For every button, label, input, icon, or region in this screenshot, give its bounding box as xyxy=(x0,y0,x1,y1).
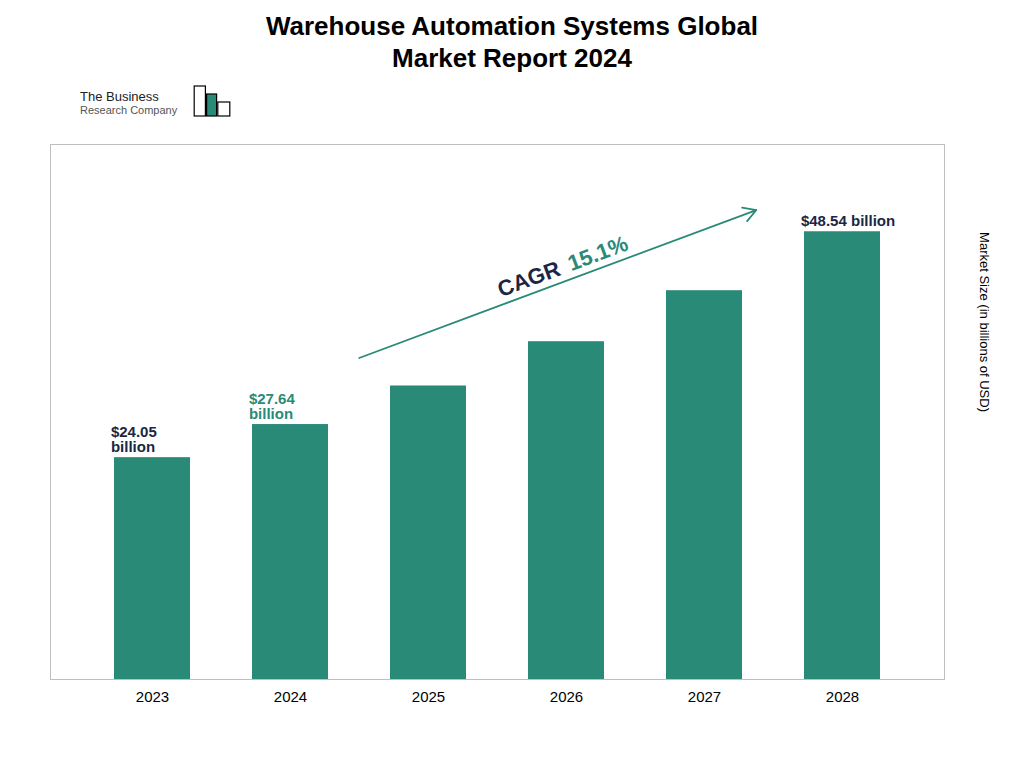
svg-text:2026: 2026 xyxy=(550,688,583,705)
html-text:Warehouse Automation Systems G: Warehouse Automation Systems Global Mark… xyxy=(265,11,759,73)
svg-text:15.1%: 15.1% xyxy=(564,231,631,276)
svg-text:2024: 2024 xyxy=(274,688,307,705)
svg-text:$48.54 billion: $48.54 billion xyxy=(801,212,895,229)
svg-text:CAGR: CAGR xyxy=(494,256,564,302)
svg-text:2027: 2027 xyxy=(688,688,721,705)
svg-text:Market Size (in billions of US: Market Size (in billions of USD) xyxy=(977,232,992,412)
svg-text:2028: 2028 xyxy=(826,688,859,705)
svg-text:2025: 2025 xyxy=(412,688,445,705)
svg-text:2023: 2023 xyxy=(136,688,169,705)
svg-text:$24.05billion: $24.05billion xyxy=(111,423,157,455)
html-text:The Business: The Business xyxy=(80,88,159,104)
html-text:Research Company: Research Company xyxy=(80,103,178,116)
svg-text:$27.64billion: $27.64billion xyxy=(249,390,296,422)
